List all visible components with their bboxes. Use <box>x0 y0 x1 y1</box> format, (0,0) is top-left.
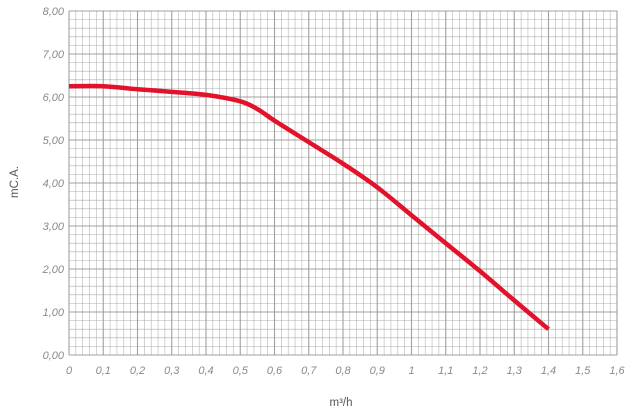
x-tick-label: 0,9 <box>370 365 385 377</box>
y-axis-label: mC.A. <box>9 166 21 198</box>
x-tick-label: 0,3 <box>164 365 180 377</box>
x-tick-label: 1,6 <box>609 365 625 377</box>
y-tick-label: 1,00 <box>43 307 65 319</box>
x-axis-ticks: 0 0,1 0,2 0,3 0,4 0,5 0,6 0,7 0,8 0,9 1 1,1 1,2 1,3 1,… <box>66 365 626 377</box>
x-tick-label: 0,6 <box>267 365 283 377</box>
y-tick-label: 0,00 <box>43 350 65 362</box>
x-tick-label: 0,7 <box>301 365 317 377</box>
y-tick-label: 4,00 <box>43 178 65 190</box>
y-tick-label: 7,00 <box>43 49 65 61</box>
x-tick-label: 0 <box>66 365 73 377</box>
x-tick-label: 1,4 <box>541 365 556 377</box>
y-axis-ticks: 0,00 1,00 2,00 3,00 4,00 5,00 6,00 7,00 8,00 <box>42 6 65 362</box>
x-tick-label: 0,4 <box>198 365 213 377</box>
x-tick-label: 1 <box>408 365 414 377</box>
x-tick-label: 0,2 <box>130 365 145 377</box>
x-tick-label: 0,1 <box>96 365 111 377</box>
chart-series <box>68 83 550 331</box>
x-tick-label: 1,5 <box>575 365 591 377</box>
chart-grid <box>68 10 618 356</box>
y-tick-label: 5,00 <box>43 135 65 147</box>
y-tick-label: 3,00 <box>43 221 65 233</box>
x-tick-label: 1,1 <box>438 365 453 377</box>
y-tick-label: 2,00 <box>42 264 65 276</box>
x-tick-label: 1,3 <box>507 365 523 377</box>
x-axis-label: m³/h <box>330 397 353 409</box>
y-tick-label: 8,00 <box>43 6 65 18</box>
y-tick-label: 6,00 <box>43 92 65 104</box>
x-tick-label: 0,5 <box>233 365 249 377</box>
pump-curve-line <box>68 83 550 331</box>
x-tick-label: 0,8 <box>335 365 351 377</box>
x-tick-label: 1,2 <box>472 365 487 377</box>
